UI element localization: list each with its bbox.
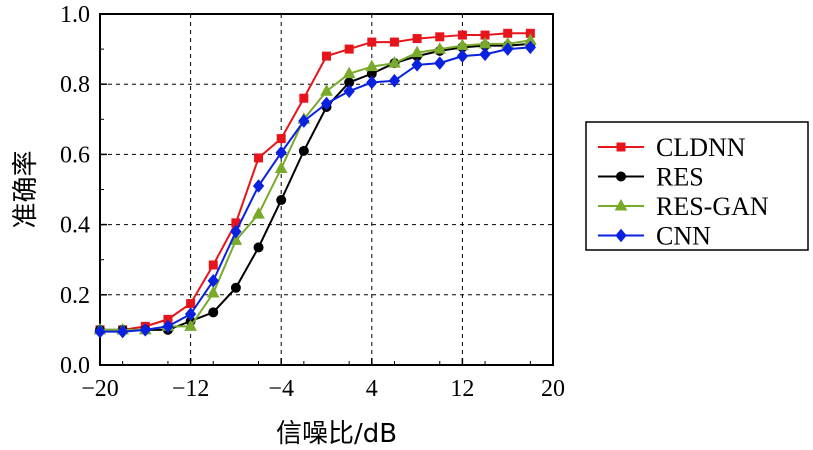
data-point-res-gan xyxy=(252,207,265,219)
legend-marker xyxy=(616,142,626,152)
data-point-cldnn xyxy=(276,134,286,144)
data-point-cnn xyxy=(116,324,129,339)
data-point-cnn xyxy=(411,58,423,72)
data-point-res-gan xyxy=(365,59,379,72)
data-point-cnn xyxy=(434,56,446,70)
legend-item-cnn: CNN xyxy=(598,222,711,251)
legend-label: CLDNN xyxy=(656,133,746,162)
data-point-cldnn xyxy=(344,44,354,54)
data-point-cldnn xyxy=(186,299,196,309)
data-point-res-gan xyxy=(433,42,447,54)
data-point-cldnn xyxy=(412,34,422,44)
data-point-cnn xyxy=(343,84,355,99)
data-point-cnn xyxy=(456,49,469,63)
legend-item-res-gan: RES-GAN xyxy=(598,192,769,221)
data-point-cldnn xyxy=(299,93,309,103)
legend-label: RES-GAN xyxy=(656,192,769,221)
legend-label: RES xyxy=(656,163,704,192)
x-tick-label: 4 xyxy=(366,376,378,402)
x-tick-label: 20 xyxy=(541,376,565,402)
data-point-cnn xyxy=(207,273,219,288)
data-point-res-gan xyxy=(274,161,288,173)
x-tick-label: 12 xyxy=(450,376,474,402)
y-axis-label: 准确率 xyxy=(11,150,41,228)
data-point-cnn xyxy=(479,47,491,62)
x-tick-label: −4 xyxy=(268,376,294,402)
axis-ticks: −20 −12 −4 4 12 20 0.0 0.2 0.4 0.6 0.8 1.0 xyxy=(60,2,565,402)
data-point-res-gan xyxy=(342,66,356,79)
y-tick-label: 0.0 xyxy=(60,353,90,379)
legend-marker xyxy=(614,198,628,211)
data-point-cnn xyxy=(230,224,242,239)
data-point-res-gan xyxy=(388,56,401,68)
grid xyxy=(100,14,553,365)
legend-marker xyxy=(615,228,627,243)
legend-item-cldnn: CLDNN xyxy=(598,133,746,162)
data-point-cldnn xyxy=(503,28,513,38)
data-point-cldnn xyxy=(322,51,331,61)
data-point-cnn xyxy=(502,42,514,56)
y-tick-label: 0.8 xyxy=(60,72,90,98)
data-point-res xyxy=(208,307,219,318)
series-line-cldnn xyxy=(100,32,531,331)
x-axis-label: 信噪比/dB xyxy=(276,419,397,449)
data-point-cnn xyxy=(388,73,401,88)
data-point-cldnn xyxy=(389,37,399,47)
legend-marker xyxy=(616,171,626,182)
data-point-cldnn xyxy=(208,260,218,270)
data-point-cldnn xyxy=(457,30,467,40)
data-point-cnn xyxy=(298,114,310,128)
data-point-res xyxy=(276,195,287,206)
data-point-res xyxy=(298,145,309,156)
series-res xyxy=(95,38,536,335)
series-layer xyxy=(93,28,537,339)
series-cnn xyxy=(94,40,537,339)
data-point-cnn xyxy=(524,40,537,55)
data-point-res xyxy=(253,242,264,253)
data-point-cnn xyxy=(184,307,197,321)
data-point-cnn xyxy=(252,179,265,193)
data-point-res xyxy=(230,282,241,293)
data-point-cnn xyxy=(94,324,106,339)
y-tick-label: 0.4 xyxy=(60,213,90,239)
data-point-cldnn xyxy=(367,37,377,47)
data-point-res-gan xyxy=(206,286,220,298)
x-tick-label: −12 xyxy=(172,376,210,402)
data-point-cnn xyxy=(139,323,151,337)
y-tick-label: 1.0 xyxy=(60,2,90,28)
series-cldnn xyxy=(95,28,535,335)
legend-item-res: RES xyxy=(598,163,704,192)
data-point-cnn xyxy=(275,145,287,160)
data-point-cldnn xyxy=(435,32,445,42)
legend-label: CNN xyxy=(656,222,711,251)
data-point-cnn xyxy=(366,75,378,90)
data-point-cnn xyxy=(320,96,333,111)
data-point-cnn xyxy=(162,319,174,334)
y-tick-label: 0.6 xyxy=(60,142,90,168)
plot-area xyxy=(99,13,554,366)
data-point-cldnn xyxy=(254,153,264,163)
data-point-res-gan xyxy=(410,45,424,58)
data-point-res-gan xyxy=(184,319,197,331)
series-line-cnn xyxy=(100,46,531,333)
y-tick-label: 0.2 xyxy=(60,283,90,309)
data-point-res-gan xyxy=(320,84,333,96)
x-tick-label: −20 xyxy=(81,376,119,402)
series-line-res xyxy=(100,42,531,331)
